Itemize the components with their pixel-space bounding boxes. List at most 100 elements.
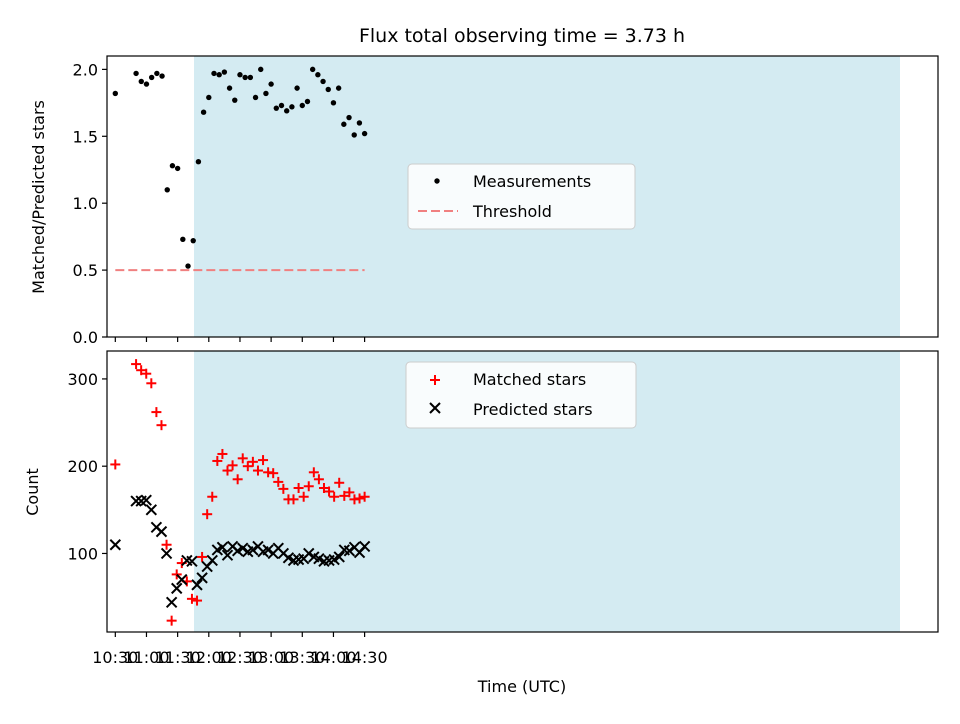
measurement-point xyxy=(216,72,222,78)
bottom-y-axis-label: Count xyxy=(23,468,42,516)
matched-stars-point xyxy=(359,491,370,502)
bottom-y-tick-label: 300 xyxy=(67,370,98,389)
measurement-point xyxy=(143,81,150,87)
predicted-stars-point xyxy=(186,555,198,568)
measurement-point xyxy=(351,132,357,138)
matched-stars-point xyxy=(151,407,162,418)
measurement-point xyxy=(185,263,191,269)
bottom-legend: Matched stars Predicted stars xyxy=(405,361,637,429)
x-tick-label: 14:30 xyxy=(342,648,388,667)
measurement-point xyxy=(169,163,176,169)
x-tick-label: 11:00 xyxy=(123,648,169,667)
predicted-stars-point xyxy=(262,544,274,556)
matched-stars-point xyxy=(318,483,329,494)
top-y-tick-label: 0.5 xyxy=(73,261,98,280)
measurement-point xyxy=(190,237,196,244)
measurement-point xyxy=(284,108,290,114)
measurement-point xyxy=(273,105,280,111)
measurement-point xyxy=(341,121,347,127)
matched-stars-point xyxy=(156,420,167,431)
legend-marker-matched-stars xyxy=(430,375,440,385)
matched-stars-point xyxy=(247,456,258,467)
measurement-point xyxy=(195,159,202,165)
top-y-tick-label: 0.0 xyxy=(73,328,98,347)
matched-stars-point xyxy=(252,465,263,476)
measurement-point xyxy=(263,90,269,97)
matched-stars-point xyxy=(329,491,340,502)
predicted-stars-point xyxy=(247,544,259,556)
measurement-point xyxy=(221,69,228,75)
top-y-tick-label: 2.0 xyxy=(73,60,98,79)
matched-stars-point xyxy=(166,615,177,626)
matched-stars-point xyxy=(242,461,253,472)
top-y-tick-label: 1.0 xyxy=(73,194,98,213)
legend-label-predicted-stars: Predicted stars xyxy=(473,400,593,419)
predicted-stars-point xyxy=(109,539,122,551)
measurement-point xyxy=(200,109,207,115)
matched-stars-point xyxy=(141,368,152,379)
measurement-point xyxy=(325,86,331,93)
measurement-point xyxy=(309,66,316,73)
matched-stars-point xyxy=(217,448,228,459)
matched-stars-point xyxy=(146,378,157,389)
matched-stars-point xyxy=(298,491,309,502)
predicted-stars-point xyxy=(171,582,183,595)
predicted-stars-point xyxy=(155,525,168,538)
measurement-point xyxy=(206,94,212,101)
matched-stars-point xyxy=(207,491,218,502)
x-tick-label: 13:00 xyxy=(248,648,294,667)
matched-stars-point xyxy=(171,569,182,580)
legend-marker-measurements xyxy=(434,178,440,184)
matched-stars-point xyxy=(324,486,335,497)
measurement-point xyxy=(304,98,311,105)
x-tick-label: 12:00 xyxy=(186,648,232,667)
measurement-point xyxy=(211,70,217,77)
predicted-stars-point xyxy=(216,541,229,554)
predicted-stars-point xyxy=(206,554,218,567)
measurement-point xyxy=(335,85,342,91)
matched-stars-point xyxy=(202,509,213,520)
matched-stars-point xyxy=(293,483,304,494)
measurement-point xyxy=(237,72,243,78)
legend-label-matched-stars: Matched stars xyxy=(473,370,586,389)
legend-marker-predicted-stars xyxy=(429,402,441,414)
predicted-stars-point xyxy=(145,504,158,516)
matched-stars-point xyxy=(334,477,345,488)
matched-stars-point xyxy=(278,483,289,494)
measurement-point xyxy=(138,78,144,85)
matched-stars-point xyxy=(288,494,299,505)
matched-stars-point xyxy=(136,365,147,376)
bottom-panel-frame xyxy=(106,350,939,633)
measurement-point xyxy=(180,236,186,243)
top-panel-frame xyxy=(106,55,939,338)
predicted-stars-point xyxy=(140,494,152,506)
matched-stars-point xyxy=(354,493,365,504)
matched-stars-point xyxy=(110,459,121,470)
predicted-stars-point xyxy=(303,547,315,560)
measurement-point xyxy=(278,102,285,109)
matched-stars-point xyxy=(303,481,314,492)
measurement-point xyxy=(289,104,295,110)
matched-stars-point xyxy=(227,460,238,471)
matched-stars-point xyxy=(131,359,142,370)
x-tick-label: 11:30 xyxy=(155,648,201,667)
top-y-axis-label: Matched/Predicted stars xyxy=(29,100,48,294)
measurement-point xyxy=(159,73,165,79)
predicted-stars-point xyxy=(196,572,208,584)
x-tick-label: 13:30 xyxy=(279,648,325,667)
measurement-point xyxy=(226,85,233,91)
x-tick-label: 12:30 xyxy=(217,648,263,667)
measurement-point xyxy=(112,90,119,97)
measurement-point xyxy=(148,74,155,81)
measurement-point xyxy=(346,114,352,121)
predicted-stars-point xyxy=(333,551,345,563)
matched-stars-point xyxy=(232,474,243,485)
matched-stars-point xyxy=(344,487,355,498)
predicted-stars-point xyxy=(237,542,249,554)
measurement-point xyxy=(154,70,160,77)
matched-stars-point xyxy=(258,455,269,466)
measurement-point xyxy=(247,74,254,81)
measurement-point xyxy=(258,66,264,73)
measurement-point xyxy=(320,78,326,85)
